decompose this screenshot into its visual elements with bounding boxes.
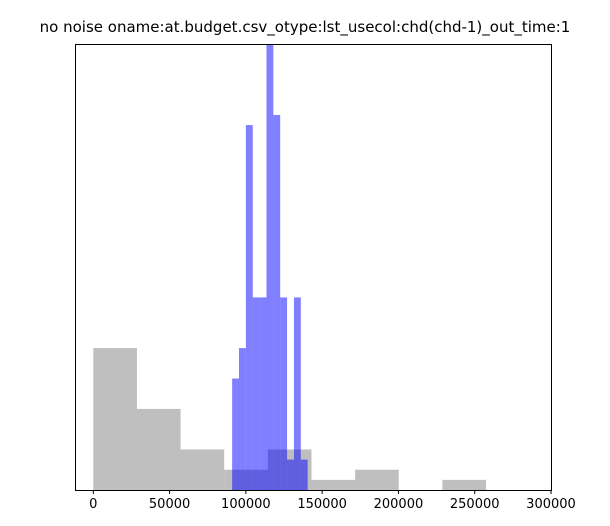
histogram-bar-series-2-bin-9	[287, 459, 294, 490]
histogram-bar-series-1-bin-6	[311, 479, 356, 490]
histogram-bar-series-2-bin-7	[273, 114, 281, 491]
x-tick-label: 200000	[374, 497, 424, 512]
x-tick-label: 150000	[297, 497, 347, 512]
histogram-bar-series-1-bin-2	[136, 408, 181, 490]
histogram-bar-series-2-bin-10	[293, 297, 301, 490]
x-tick-label: 100000	[221, 497, 271, 512]
histogram-bar-series-2-bin-5	[259, 297, 267, 490]
x-tick-label: 250000	[450, 497, 500, 512]
histogram-bar-series-1-bin-1	[93, 348, 137, 490]
x-tick-label: 300000	[526, 497, 576, 512]
histogram-bar-series-1-bin-9	[442, 479, 487, 490]
histogram-bar-series-2-bin-8	[280, 297, 288, 490]
histogram-bar-series-2-bin-6	[266, 44, 274, 490]
histogram-bar-series-2-bin-1	[232, 378, 240, 490]
histogram-bar-series-2-bin-4	[252, 297, 260, 490]
histogram-bar-series-1-bin-3	[180, 449, 225, 490]
bars-layer	[93, 44, 487, 491]
histogram-bar-series-1-bin-7	[355, 469, 399, 490]
histogram-bar-series-2-bin-3	[245, 125, 253, 490]
x-axis-ticks: 0 50000 100000 150000 200000 250000 300000	[89, 490, 576, 512]
plot-frame	[75, 44, 552, 491]
x-tick-label: 50000	[149, 497, 190, 512]
x-tick-label: 0	[89, 497, 97, 512]
chart-title: no noise oname:at.budget.csv_otype:lst_u…	[39, 18, 571, 36]
histogram-bar-series-2-bin-2	[239, 348, 246, 490]
histogram-bar-series-2-bin-11	[300, 459, 308, 490]
